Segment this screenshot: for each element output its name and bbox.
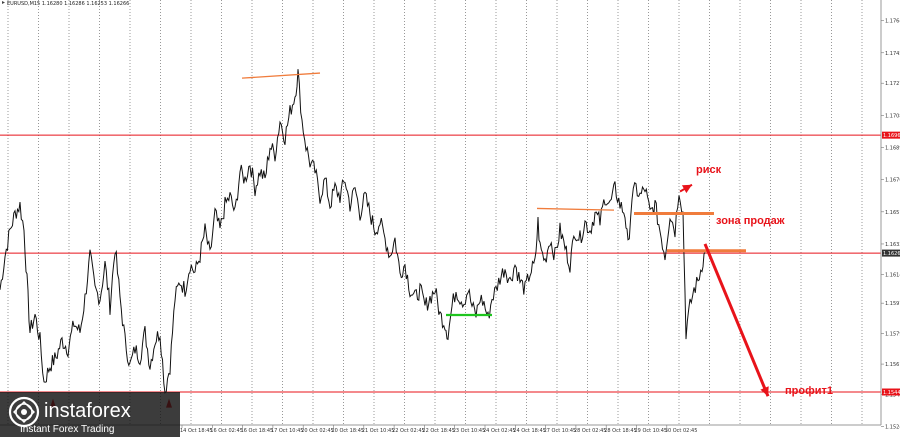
price-axis: 1.17641.17451.17271.17081.16891.16701.16… bbox=[881, 19, 900, 431]
time-tick-label: 16 Oct 02:45 bbox=[210, 428, 243, 434]
current-price-tag bbox=[882, 249, 900, 257]
watermark-brand: instaforex bbox=[44, 400, 131, 422]
level-price-tag bbox=[882, 131, 900, 139]
time-tick-label: 20 Oct 18:45 bbox=[332, 428, 365, 434]
price-tick-label: 1.1764 bbox=[885, 19, 900, 25]
price-series bbox=[0, 69, 706, 394]
watermark-logo: instaforex Instant Forex Trading bbox=[0, 392, 180, 437]
time-tick-label: 28 Oct 18:45 bbox=[604, 428, 637, 434]
header-triangle-icon bbox=[2, 1, 5, 4]
time-tick-label: 20 Oct 02:45 bbox=[301, 428, 334, 434]
price-tick-label: 1.1745 bbox=[885, 51, 900, 57]
time-tick-label: 16 Oct 18:45 bbox=[241, 428, 274, 434]
time-tick-label: 30 Oct 02:45 bbox=[665, 428, 698, 434]
price-line bbox=[0, 69, 706, 394]
price-tick-label: 1.1727 bbox=[885, 81, 900, 87]
time-tick-label: 14 Oct 18:45 bbox=[180, 428, 213, 434]
annotation-risk: риск bbox=[696, 164, 722, 176]
time-tick-label: 24 Oct 18:45 bbox=[513, 428, 546, 434]
instaforex-logo-icon bbox=[8, 396, 40, 428]
price-tag-label: 1.15445 bbox=[883, 390, 900, 396]
time-tick-label: 21 Oct 10:45 bbox=[362, 428, 395, 434]
price-tick-label: 1.1689 bbox=[885, 146, 900, 152]
price-tick-label: 1.1597 bbox=[885, 301, 900, 307]
time-tick-label: 28 Oct 02:45 bbox=[574, 428, 607, 434]
price-tag-label: 1.16963 bbox=[883, 133, 900, 139]
price-tick-label: 1.1579 bbox=[885, 332, 900, 338]
time-tick-label: 29 Oct 10:45 bbox=[635, 428, 668, 434]
price-tags: 1.16963 1.16266 1.15445 bbox=[882, 131, 900, 396]
price-tag-label: 1.16266 bbox=[883, 251, 900, 257]
time-tick-label: 24 Oct 02:45 bbox=[483, 428, 516, 434]
watermark-tagline: Instant Forex Trading bbox=[20, 424, 115, 435]
time-tick-label: 23 Oct 10:45 bbox=[453, 428, 486, 434]
time-tick-label: 27 Oct 10:45 bbox=[544, 428, 577, 434]
time-tick-label: 17 Oct 10:45 bbox=[271, 428, 304, 434]
time-tick-label: 22 Oct 02:45 bbox=[392, 428, 425, 434]
price-tick-label: 1.1614 bbox=[885, 272, 900, 278]
risk-arrow bbox=[679, 183, 693, 194]
symbol-header: EURUSD,M15 1.16280 1.16286 1.16253 1.162… bbox=[7, 1, 129, 7]
price-tick-label: 1.1670 bbox=[885, 178, 900, 184]
price-tick-label: 1.1524 bbox=[885, 425, 900, 431]
target-arrow bbox=[703, 243, 770, 397]
annotation-profit1: профит1 bbox=[785, 385, 833, 397]
price-tick-label: 1.1708 bbox=[885, 113, 900, 119]
price-tick-label: 1.1543 bbox=[885, 393, 900, 399]
time-tick-label: 22 Oct 18:45 bbox=[422, 428, 455, 434]
resistance-segment bbox=[241, 72, 321, 79]
annotation-sell-zone: зона продаж bbox=[716, 215, 785, 227]
price-tick-label: 1.1632 bbox=[885, 242, 900, 248]
grid bbox=[7, 0, 863, 425]
resistance-segment bbox=[536, 207, 615, 211]
level-price-tag bbox=[882, 388, 900, 396]
